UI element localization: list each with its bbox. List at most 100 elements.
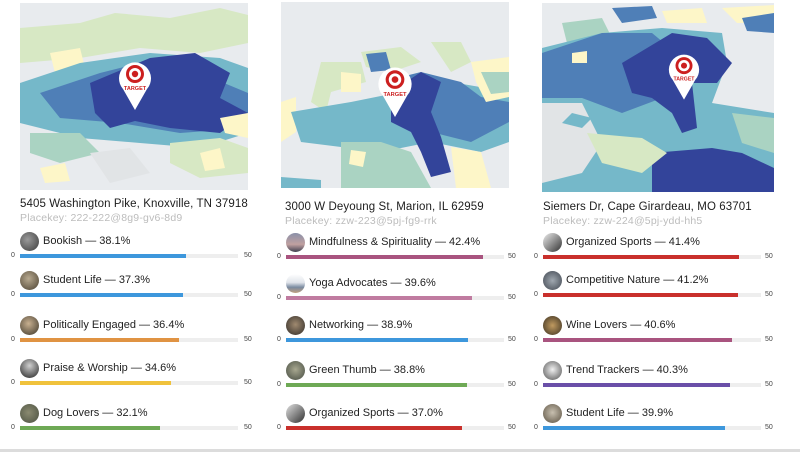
segment-avatar-image <box>20 232 39 251</box>
segment-bar-track <box>543 255 761 259</box>
segment-bar-fill <box>20 338 179 342</box>
axis-max-label: 50 <box>765 291 773 298</box>
segment-row: Dog Lovers — 32.1% 0 50 <box>11 404 252 444</box>
segment-bar-fill <box>20 381 171 385</box>
choropleth-map-image <box>281 2 509 188</box>
segment-avatar-image <box>20 271 39 290</box>
segment-row: Wine Lovers — 40.6% 0 50 <box>534 316 775 356</box>
segment-bar-track <box>20 338 238 342</box>
axis-max-label: 50 <box>508 253 516 260</box>
segment-bar-track <box>543 383 761 387</box>
svg-text:TARGET: TARGET <box>674 77 696 83</box>
segment-avatar-image <box>20 404 39 423</box>
segment-label: Yoga Advocates — 39.6% <box>309 277 436 289</box>
segment-row: Competitive Nature — 41.2% 0 50 <box>534 271 775 311</box>
segment-row: Organized Sports — 41.4% 0 50 <box>534 233 775 273</box>
segment-row: Student Life — 39.9% 0 50 <box>534 404 775 444</box>
store-2-placekey: Placekey: zzw-223@5pj-fg9-rrk <box>285 215 437 227</box>
segment-bar-fill <box>543 255 739 259</box>
segment-bar-track <box>543 426 761 430</box>
axis-max-label: 50 <box>508 294 516 301</box>
segment-bar-track <box>543 293 761 297</box>
segment-bar-track <box>20 426 238 430</box>
segment-label: Wine Lovers — 40.6% <box>566 319 676 331</box>
axis-min-label: 0 <box>11 252 15 259</box>
segment-avatar-image <box>543 233 562 252</box>
segment-avatar-image <box>543 271 562 290</box>
segment-label: Bookish — 38.1% <box>43 235 131 247</box>
axis-max-label: 50 <box>508 336 516 343</box>
axis-min-label: 0 <box>534 381 538 388</box>
axis-max-label: 50 <box>244 424 252 431</box>
target-location-pin[interactable]: TARGET <box>117 59 153 111</box>
segment-row: Trend Trackers — 40.3% 0 50 <box>534 361 775 401</box>
axis-min-label: 0 <box>534 336 538 343</box>
axis-min-label: 0 <box>534 253 538 260</box>
axis-min-label: 0 <box>277 381 281 388</box>
axis-min-label: 0 <box>534 424 538 431</box>
segment-bar-fill <box>286 296 472 300</box>
axis-max-label: 50 <box>765 253 773 260</box>
target-location-pin[interactable]: TARGET <box>667 51 701 101</box>
target-location-pin[interactable]: TARGET <box>376 64 414 118</box>
axis-max-label: 50 <box>765 336 773 343</box>
segment-bar-fill <box>543 338 732 342</box>
segment-bar-track <box>20 293 238 297</box>
store-3-address: Siemers Dr, Cape Girardeau, MO 63701 <box>543 201 752 213</box>
segment-avatar-image <box>286 233 305 252</box>
segment-bar-track <box>286 426 504 430</box>
axis-max-label: 50 <box>508 424 516 431</box>
segment-bar-fill <box>20 254 186 258</box>
store-2-map[interactable]: TARGET <box>281 2 509 188</box>
segment-label: Mindfulness & Spirituality — 42.4% <box>309 236 481 248</box>
segment-row: Organized Sports — 37.0% 0 50 <box>277 404 516 444</box>
segment-label: Competitive Nature — 41.2% <box>566 274 709 286</box>
segment-bar-track <box>286 296 504 300</box>
segment-label: Organized Sports — 41.4% <box>566 236 700 248</box>
segment-avatar-image <box>20 359 39 378</box>
segment-avatar-image <box>20 316 39 335</box>
segment-bar-track <box>286 255 504 259</box>
segment-bar-fill <box>286 383 467 387</box>
segment-bar-track <box>20 381 238 385</box>
segment-row: Praise & Worship — 34.6% 0 50 <box>11 359 252 399</box>
segment-bar-fill <box>543 383 730 387</box>
segment-bar-track <box>286 338 504 342</box>
axis-max-label: 50 <box>765 424 773 431</box>
segment-label: Student Life — 37.3% <box>43 274 151 286</box>
store-1-placekey: Placekey: 222-222@8g9-gv6-8d9 <box>20 212 183 224</box>
segment-label: Trend Trackers — 40.3% <box>566 364 688 376</box>
axis-min-label: 0 <box>277 424 281 431</box>
axis-min-label: 0 <box>11 336 15 343</box>
segment-avatar-image <box>286 274 305 293</box>
store-1-map[interactable]: TARGET <box>20 3 248 190</box>
segment-label: Green Thumb — 38.8% <box>309 364 425 376</box>
segment-avatar-image <box>543 316 562 335</box>
segment-row: Networking — 38.9% 0 50 <box>277 316 516 356</box>
store-3-placekey: Placekey: zzw-224@5pj-ydd-hh5 <box>543 215 703 227</box>
svg-text:TARGET: TARGET <box>383 92 407 98</box>
segment-row: Bookish — 38.1% 0 50 <box>11 232 252 272</box>
segment-bar-fill <box>543 293 738 297</box>
segment-bar-fill <box>20 426 160 430</box>
segment-avatar-image <box>543 404 562 423</box>
segment-bar-fill <box>286 426 462 430</box>
axis-min-label: 0 <box>277 253 281 260</box>
store-3-map[interactable]: TARGET <box>542 3 774 192</box>
axis-min-label: 0 <box>277 336 281 343</box>
bottom-divider <box>0 449 800 452</box>
segment-bar-fill <box>286 338 468 342</box>
segment-row: Green Thumb — 38.8% 0 50 <box>277 361 516 401</box>
segment-label: Politically Engaged — 36.4% <box>43 319 185 331</box>
segment-avatar-image <box>286 404 305 423</box>
axis-max-label: 50 <box>765 381 773 388</box>
axis-min-label: 0 <box>277 294 281 301</box>
axis-min-label: 0 <box>534 291 538 298</box>
segment-bar-track <box>543 338 761 342</box>
segment-bar-track <box>20 254 238 258</box>
axis-min-label: 0 <box>11 424 15 431</box>
segment-avatar-image <box>286 361 305 380</box>
segment-label: Student Life — 39.9% <box>566 407 674 419</box>
axis-min-label: 0 <box>11 291 15 298</box>
segment-row: Student Life — 37.3% 0 50 <box>11 271 252 311</box>
